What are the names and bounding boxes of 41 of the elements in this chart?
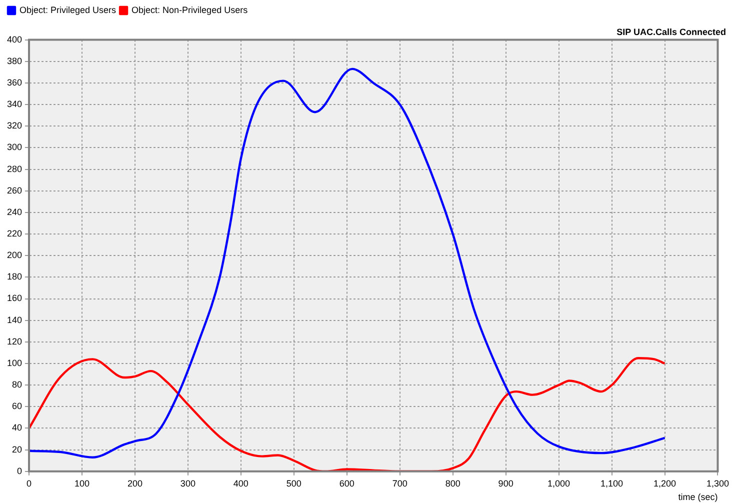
x-tick-label: 100 xyxy=(74,478,90,488)
y-tick-label: 120 xyxy=(6,336,22,346)
y-tick-label: 280 xyxy=(6,164,22,174)
y-tick-label: 100 xyxy=(6,358,22,368)
y-tick-label: 260 xyxy=(6,185,22,196)
line-series xyxy=(29,68,666,458)
y-tick-label: 180 xyxy=(6,272,22,282)
y-tick-label: 160 xyxy=(6,293,22,304)
y-tick-label: 80 xyxy=(12,380,22,390)
y-tick-label: 300 xyxy=(6,142,22,152)
y-tick-label: 360 xyxy=(6,77,22,88)
legend-label: Object: Non-Privileged Users xyxy=(132,4,248,15)
y-tick-label: 140 xyxy=(6,314,22,325)
y-tick-label: 60 xyxy=(12,401,22,412)
y-tick-label: 40 xyxy=(12,422,22,433)
x-tick-label: 500 xyxy=(286,478,302,488)
y-tick-label: 20 xyxy=(12,444,22,454)
x-tick-label: 200 xyxy=(127,478,142,488)
y-tick-label: 0 xyxy=(17,466,22,476)
y-tick-label: 240 xyxy=(6,206,22,217)
y-tick-label: 320 xyxy=(6,120,22,131)
x-axis-title: time (sec) xyxy=(678,492,718,502)
chart-title: SIP UAC.Calls Connected xyxy=(616,26,726,37)
x-tick-label: 300 xyxy=(180,478,196,488)
y-tick-label: 220 xyxy=(6,228,22,239)
x-tick-label: 1,100 xyxy=(600,478,624,488)
y-tick-label: 400 xyxy=(6,34,22,44)
x-tick-label: 700 xyxy=(392,478,408,488)
x-tick-label: 1,000 xyxy=(548,478,570,488)
y-tick-label: 200 xyxy=(6,250,22,260)
y-tick-label: 340 xyxy=(6,99,22,110)
x-tick-label: 1,200 xyxy=(653,478,676,488)
x-tick-label: 600 xyxy=(339,478,354,488)
line-series xyxy=(29,357,666,472)
x-tick-label: 800 xyxy=(445,478,460,488)
x-tick-label: 0 xyxy=(26,478,32,488)
y-tick-label: 380 xyxy=(6,56,22,66)
legend-label: Object: Privileged Users xyxy=(20,4,117,15)
x-tick-label: 900 xyxy=(498,478,514,488)
x-tick-label: 400 xyxy=(233,478,248,488)
x-tick-label: 1,300 xyxy=(706,478,730,488)
